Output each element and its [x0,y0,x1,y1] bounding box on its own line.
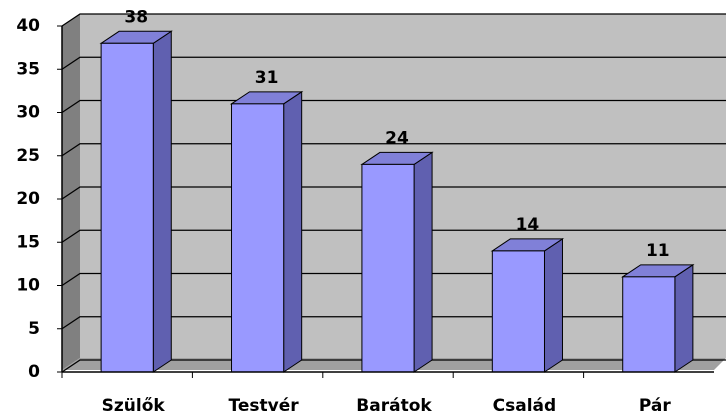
y-tick-label: 5 [28,319,40,339]
bar-side [543,237,563,373]
y-tick-label: 25 [16,146,40,166]
grid-segment [61,143,726,157]
data-label: 31 [255,68,279,88]
bar [229,90,304,373]
y-tick-label: 15 [16,232,40,252]
grid-line [61,186,726,200]
bar [490,237,565,373]
data-label: 14 [516,215,540,235]
bar-front [361,163,415,373]
bar [621,263,695,373]
y-tick-label: 0 [28,362,40,382]
bar [360,151,434,373]
bar-front [231,103,285,373]
grid-segment [61,99,726,114]
x-tick-label: Család [493,396,557,416]
bar-side [674,263,694,373]
data-label: 38 [124,7,148,27]
bar-front [491,250,545,373]
y-tick-label: 40 [16,16,40,36]
grid-segment [61,229,726,243]
grid-segment [61,56,726,70]
y-tick-label: 20 [16,189,40,209]
grid-line [61,99,726,114]
grid-line [61,143,726,157]
bar-side [152,30,172,373]
data-label: 24 [385,128,409,148]
bar-front [622,276,676,373]
bar-side [413,151,433,373]
x-tick-label: Szülők [102,396,166,416]
grid-line [61,229,726,243]
y-tick-label: 35 [16,59,40,79]
data-label: 11 [646,241,670,261]
grid-segment [61,13,726,27]
bar-front [100,42,154,373]
grid-line [61,13,726,27]
y-tick-label: 10 [16,276,40,296]
x-tick-label: Barátok [356,396,432,416]
grid-segment [61,186,726,200]
x-tick-label: Pár [639,396,671,416]
x-tick-label: Testvér [229,396,300,416]
y-tick-label: 30 [16,103,40,123]
bar-side [283,90,303,373]
bar [99,30,173,373]
grid-line [61,56,726,70]
